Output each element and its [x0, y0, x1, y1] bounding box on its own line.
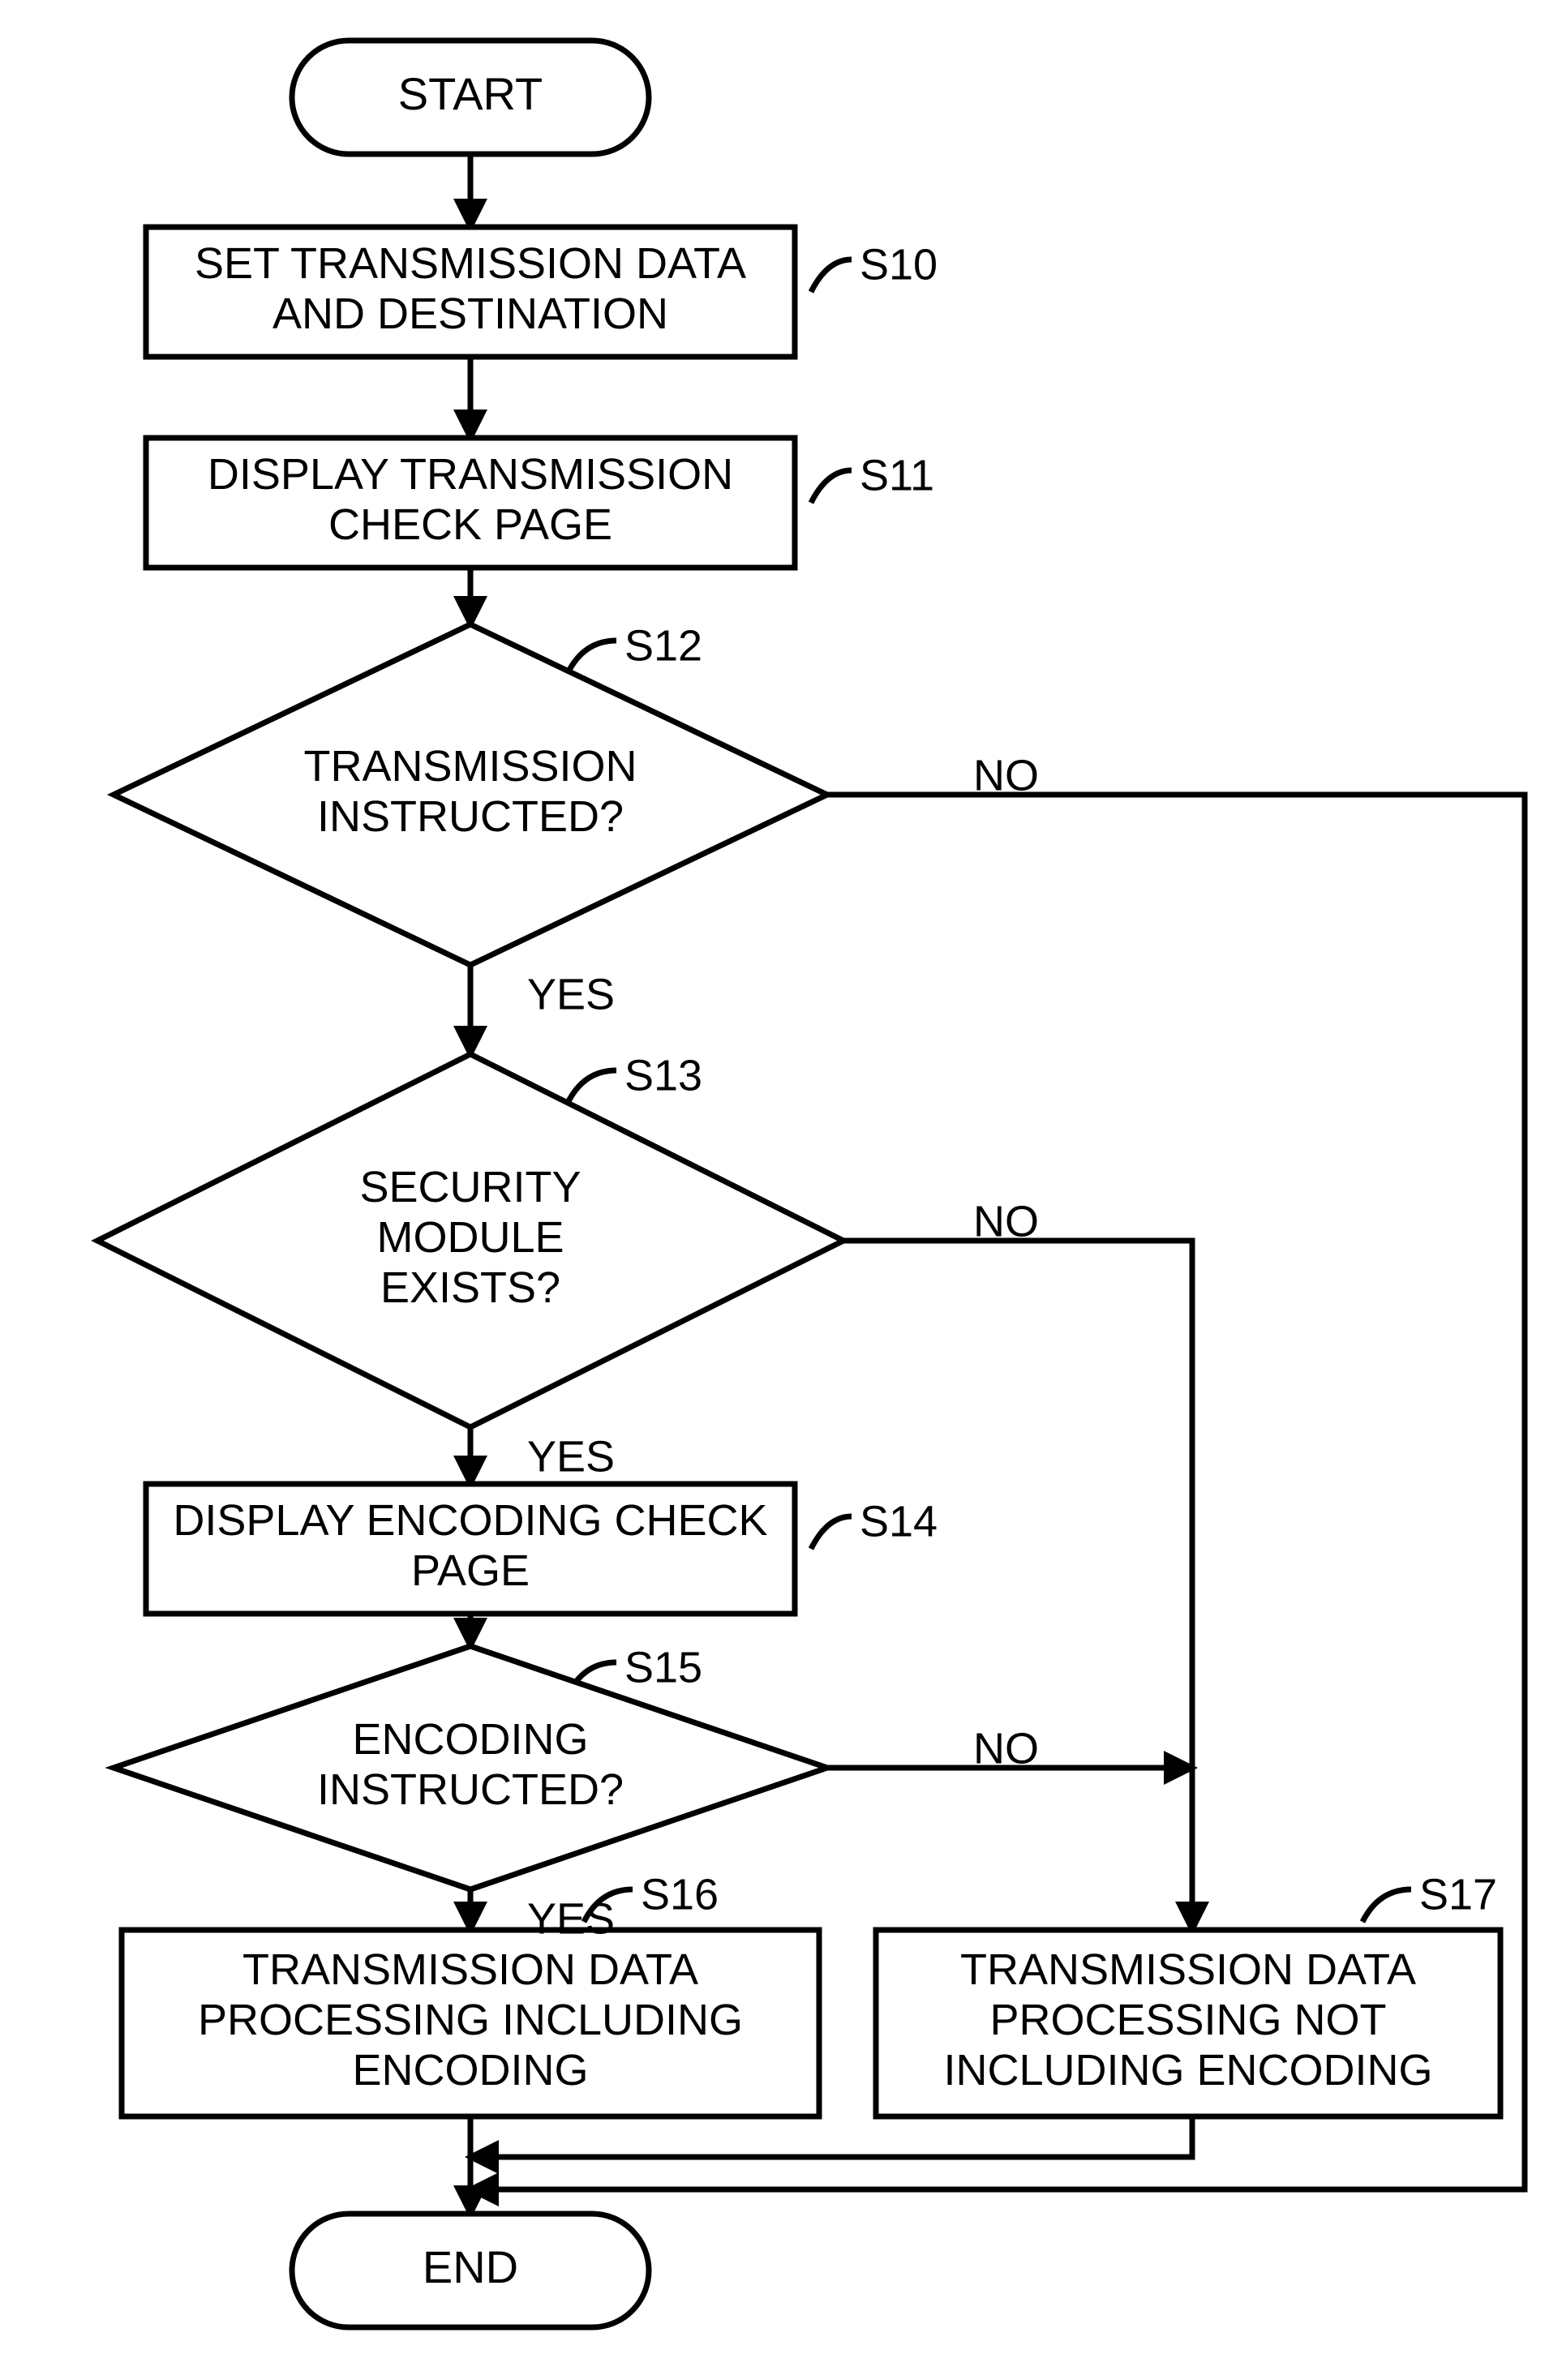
decision-s13-text: SECURITYMODULEEXISTS?	[359, 1163, 581, 1312]
branch-no-s12: NO	[973, 751, 1039, 800]
s17-to-merge1	[470, 2116, 1192, 2157]
step-label-s13: S13	[624, 1051, 702, 1100]
step-label-s17: S17	[1419, 1870, 1497, 1919]
start-label: START	[398, 68, 543, 119]
step-label-s16: S16	[641, 1870, 719, 1919]
process-s17-text: TRANSMISSION DATAPROCESSING NOTINCLUDING…	[943, 1945, 1432, 2095]
branch-yes-s15: YES	[527, 1894, 615, 1943]
hook-s13	[568, 1070, 616, 1103]
s13-no-to-s17	[843, 1241, 1192, 1930]
step-label-s10: S10	[860, 240, 938, 289]
flowchart-canvas: STARTENDSET TRANSMISSION DATAAND DESTINA…	[0, 0, 1562, 2380]
end-label: END	[423, 2241, 518, 2292]
hook-s17	[1362, 1889, 1411, 1922]
shapes-layer: STARTENDSET TRANSMISSION DATAAND DESTINA…	[97, 41, 1500, 2327]
branch-no-s15: NO	[973, 1724, 1039, 1773]
hook-s12	[568, 641, 616, 673]
step-label-s15: S15	[624, 1643, 702, 1692]
branch-yes-s13: YES	[527, 1432, 615, 1481]
branch-no-s13: NO	[973, 1197, 1039, 1246]
hook-s11	[811, 470, 852, 503]
hook-s10	[811, 259, 852, 292]
step-label-s12: S12	[624, 621, 702, 670]
hook-s14	[811, 1516, 852, 1549]
branch-yes-s12: YES	[527, 970, 615, 1018]
step-label-s11: S11	[860, 451, 934, 500]
step-label-s14: S14	[860, 1497, 938, 1546]
